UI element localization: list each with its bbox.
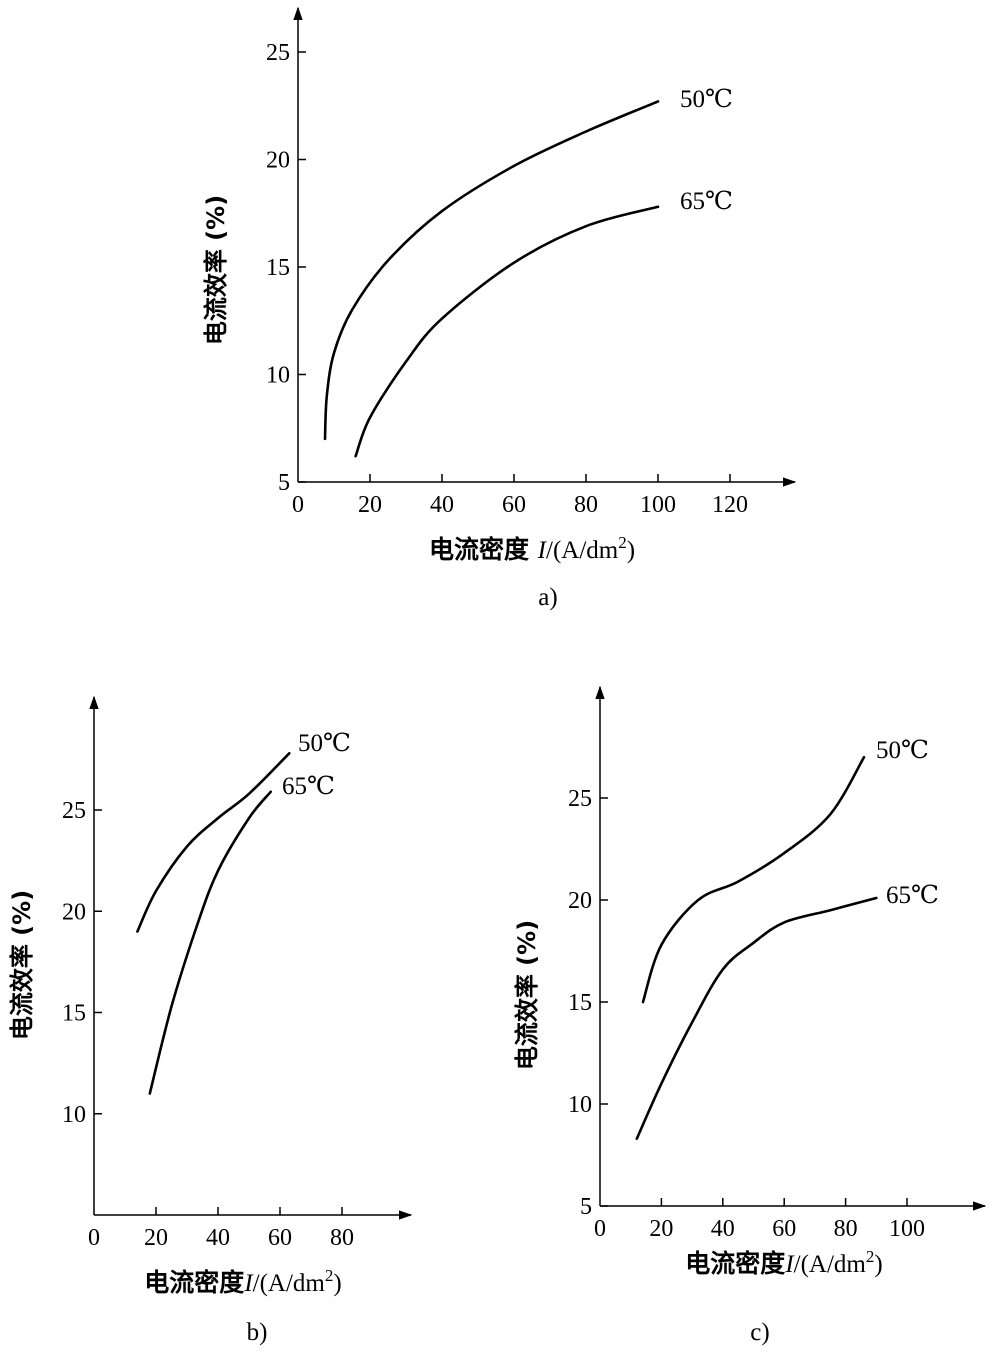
series-label-65: 65℃: [282, 773, 335, 800]
x-label-close: ): [333, 1270, 341, 1297]
caption-b: b): [247, 1319, 268, 1346]
y-tick-label: 10: [62, 1102, 86, 1128]
x-label-close: ): [874, 1251, 882, 1278]
x-tick-label: 40: [206, 1225, 230, 1251]
x-tick-label: 60: [772, 1216, 796, 1242]
y-tick-label: 5: [580, 1194, 592, 1220]
x-tick-label: 60: [502, 492, 526, 518]
x-label-unit: /(A/dm: [253, 1270, 326, 1297]
y-tick-label: 10: [266, 363, 290, 389]
series-line-65: [354, 205, 660, 458]
x-axis-label: 电流密度I/(A/dm2): [144, 1266, 341, 1297]
series-line-65: [635, 896, 878, 1140]
x-axis-label: 电流密度I/(A/dm2): [685, 1247, 882, 1278]
x-label-prefix: 电流密度: [144, 1268, 244, 1297]
caption-c: c): [750, 1319, 769, 1346]
y-axis-label: 电流效率 (%): [8, 890, 36, 1040]
series-line-65: [148, 790, 272, 1095]
x-label-unit: /(A/dm: [794, 1251, 867, 1278]
x-label-sup: 2: [866, 1247, 875, 1266]
curves: [323, 100, 660, 458]
x-tick-label: 20: [144, 1225, 168, 1251]
series-line-50: [641, 755, 866, 1004]
y-tick-label: 25: [266, 40, 290, 66]
series-label-50: 50℃: [298, 730, 351, 757]
y-tick-label: 25: [568, 786, 592, 812]
x-label-sup: 2: [325, 1266, 334, 1285]
x-tick-label: 0: [594, 1216, 606, 1242]
y-tick-label: 5: [278, 470, 290, 496]
x-tick-label: 80: [330, 1225, 354, 1251]
x-tick-label: 80: [834, 1216, 858, 1242]
series-label-50: 50℃: [680, 86, 733, 113]
x-tick-label: 100: [640, 492, 676, 518]
series-label-65: 65℃: [886, 882, 939, 909]
x-label-var: I: [537, 537, 548, 564]
x-tick-label: 20: [358, 492, 382, 518]
caption-a: a): [538, 584, 557, 611]
chart-a: 0 20 40 60 80 100 120 5 10 15 20 25 50℃ 65℃ 电流效率 (%…: [202, 6, 797, 611]
x-label-unit: /(A/dm: [546, 537, 619, 564]
x-label-var: I: [243, 1270, 254, 1297]
y-tick-label: 20: [62, 899, 86, 925]
series-line-50: [136, 752, 291, 933]
x-label-prefix: 电流密度: [685, 1249, 785, 1278]
x-tick-label: 20: [649, 1216, 673, 1242]
x-tick-label: 100: [889, 1216, 925, 1242]
y-tick-label: 15: [62, 1001, 86, 1027]
y-tick-label: 20: [568, 888, 592, 914]
ticks: 0 20 40 60 80 10 15 20 25: [62, 798, 354, 1251]
x-tick-label: 0: [88, 1225, 100, 1251]
y-axis-label: 电流效率 (%): [202, 195, 230, 345]
y-tick-label: 20: [266, 148, 290, 174]
chart-b: 0 20 40 60 80 10 15 20 25 50℃ 65℃ 电流效率 (%) 电流密度I…: [8, 695, 413, 1346]
series-line-50: [323, 100, 660, 441]
series-label-65: 65℃: [680, 188, 733, 215]
y-tick-label: 25: [62, 798, 86, 824]
x-tick-label: 0: [292, 492, 304, 518]
y-axis-label: 电流效率 (%): [513, 920, 541, 1070]
curves: [635, 755, 878, 1140]
x-label-prefix: 电流密度: [429, 535, 538, 564]
ticks: 0 20 40 60 80 100 120 5 10 15 20 25: [266, 40, 748, 518]
x-tick-label: 60: [268, 1225, 292, 1251]
x-axis-label: 电流密度 I/(A/dm2): [429, 533, 635, 564]
x-label-close: ): [627, 537, 635, 564]
x-tick-label: 40: [711, 1216, 735, 1242]
x-label-var: I: [784, 1251, 795, 1278]
x-tick-label: 120: [712, 492, 748, 518]
y-tick-label: 10: [568, 1092, 592, 1118]
x-tick-label: 80: [574, 492, 598, 518]
y-tick-label: 15: [266, 255, 290, 281]
curves: [136, 752, 291, 1095]
x-tick-label: 40: [430, 492, 454, 518]
ticks: 0 20 40 60 80 100 5 10 15 20 25: [568, 786, 925, 1242]
chart-c: 0 20 40 60 80 100 5 10 15 20 25 50℃ 65℃ 电流效率 (%) 电…: [513, 685, 987, 1346]
y-tick-label: 15: [568, 990, 592, 1016]
x-label-sup: 2: [618, 533, 627, 552]
series-label-50: 50℃: [876, 737, 929, 764]
